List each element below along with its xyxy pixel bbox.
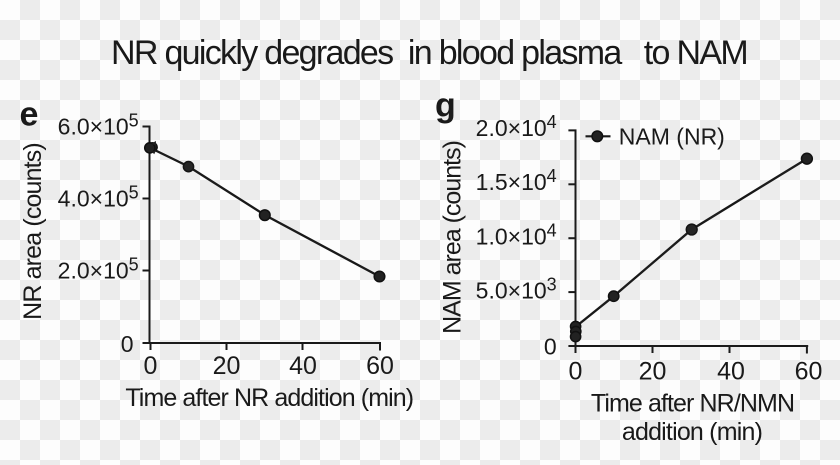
svg-text:Time after NR addition (min): Time after NR addition (min) [125, 384, 413, 412]
svg-text:0: 0 [569, 358, 583, 386]
svg-text:e: e [20, 95, 39, 133]
svg-text:0: 0 [144, 352, 158, 380]
svg-text:60: 60 [795, 358, 823, 386]
svg-text:NAM (NR): NAM (NR) [619, 124, 725, 150]
svg-text:g: g [435, 87, 456, 125]
svg-text:6.0×105: 6.0×105 [58, 111, 139, 140]
svg-text:addition (min): addition (min) [622, 418, 762, 446]
svg-text:40: 40 [289, 352, 317, 380]
svg-text:20: 20 [213, 352, 241, 380]
svg-text:4.0×105: 4.0×105 [58, 183, 139, 212]
svg-text:0: 0 [544, 334, 557, 360]
svg-text:40: 40 [717, 358, 745, 386]
svg-text:2.0×104: 2.0×104 [476, 112, 557, 141]
svg-text:NAM area (counts): NAM area (counts) [439, 141, 467, 334]
svg-text:20: 20 [639, 358, 667, 386]
svg-text:1.0×104: 1.0×104 [476, 220, 557, 249]
svg-text:NR quickly degrades in blood: NR quickly degrades in blood plasma to N… [111, 34, 747, 72]
svg-text:1.5×104: 1.5×104 [476, 166, 557, 195]
svg-text:60: 60 [366, 352, 394, 380]
svg-text:Time after NR/NMN: Time after NR/NMN [591, 390, 794, 418]
svg-text:NR area (counts): NR area (counts) [19, 143, 47, 320]
svg-text:0: 0 [121, 331, 134, 357]
svg-text:2.0×105: 2.0×105 [58, 255, 139, 284]
svg-text:5.0×103: 5.0×103 [476, 274, 557, 303]
